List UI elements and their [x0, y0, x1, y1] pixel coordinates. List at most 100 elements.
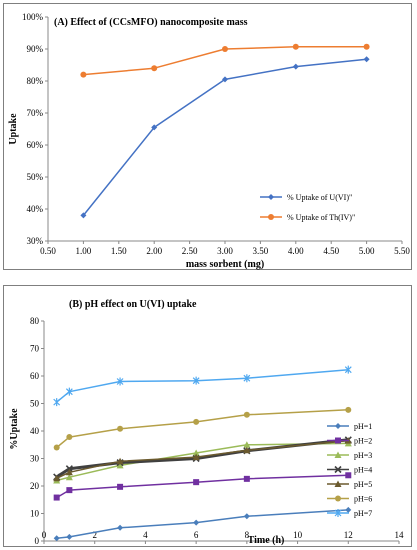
series-line: [56, 509, 349, 540]
y-tick-label: 0: [35, 536, 40, 546]
legend-label: % Uptake of U(VI)": [287, 193, 352, 202]
y-tick-label: 30: [30, 454, 40, 464]
data-point: [344, 365, 352, 374]
data-point: [117, 524, 124, 531]
data-point: [66, 487, 73, 494]
series-2: [80, 43, 370, 78]
x-tick-label: 2: [92, 530, 97, 540]
y-axis-label: Uptake: [8, 113, 19, 145]
y-tick-label: 50: [30, 399, 40, 409]
data-point: [65, 468, 73, 476]
data-point: [243, 441, 251, 448]
y-tick-label: 40: [30, 426, 40, 436]
legend-label: pH=7: [354, 509, 372, 518]
chart-title: (B) pH effect on U(VI) uptake: [69, 299, 197, 310]
data-point: [116, 461, 124, 469]
legend-label: pH=4: [354, 466, 372, 475]
data-point: [363, 43, 370, 50]
data-point: [193, 519, 200, 526]
y-tick-label: 70: [30, 344, 40, 354]
data-point: [192, 449, 200, 456]
series-2: [53, 472, 352, 501]
data-point: [363, 56, 370, 63]
y-tick-label: 30%: [27, 236, 44, 246]
data-point: [80, 212, 87, 219]
data-point: [243, 513, 250, 520]
x-tick-label: 0: [42, 530, 47, 540]
y-tick-label: 70%: [27, 108, 44, 118]
legend-marker: [335, 495, 341, 502]
y-tick-label: 100%: [22, 12, 44, 22]
x-tick-label: 4: [143, 530, 148, 540]
x-tick-label: 5.50: [394, 246, 410, 256]
data-point: [243, 374, 251, 383]
data-point: [222, 46, 228, 52]
y-tick-label: 10: [30, 509, 40, 519]
x-tick-label: 2.00: [146, 246, 162, 256]
legend-marker: [335, 423, 341, 429]
data-point: [80, 71, 87, 78]
series-6: [53, 406, 352, 451]
data-point: [116, 377, 124, 386]
x-tick-label: 1.00: [76, 246, 92, 256]
data-point: [117, 425, 124, 432]
x-tick-label: 8: [245, 530, 250, 540]
data-point: [66, 533, 73, 540]
legend-label: pH=6: [354, 495, 372, 504]
x-tick-label: 5.00: [359, 246, 375, 256]
y-tick-label: 20: [30, 481, 40, 491]
chart-title: (A) Effect of (CCsMFO) nanocomposite mas…: [54, 17, 248, 28]
data-point: [65, 473, 73, 481]
data-point: [243, 411, 250, 418]
data-point: [116, 457, 124, 465]
data-point: [53, 494, 60, 501]
y-tick-label: 50%: [27, 172, 44, 182]
series-line: [56, 474, 349, 499]
legend-marker: [334, 509, 342, 517]
x-tick-label: 14: [395, 530, 405, 540]
series-line: [56, 439, 349, 479]
chart-a-panel: 30% 40% 50% 60% 70% 80% 90% 100% 0.50 1.00 1.50 2.0…: [3, 3, 412, 270]
y-tick-label: 60: [30, 371, 40, 381]
y-tick-label: 40%: [27, 204, 44, 214]
data-point: [345, 472, 352, 479]
data-point: [53, 535, 60, 542]
data-point: [117, 483, 124, 490]
data-point: [192, 376, 200, 385]
data-point: [151, 124, 158, 131]
x-tick-label: 4.00: [288, 246, 304, 256]
data-point: [66, 434, 73, 441]
series-line: [56, 368, 349, 403]
legend-marker: [268, 214, 274, 220]
x-axis-label: mass sorbent (mg): [186, 259, 264, 270]
chart-b-panel: 0 10 20 30 40 50 60 70 80 0 2 4 6 8 10 12 14 (B) pH effec…: [3, 285, 412, 547]
y-tick-label: 90%: [27, 44, 44, 54]
legend-marker: [268, 194, 274, 200]
series-line: [82, 58, 367, 216]
data-point: [53, 444, 60, 451]
series-line: [56, 409, 349, 449]
data-point: [222, 76, 228, 83]
x-tick-label: 3.50: [253, 246, 269, 256]
series-7: [53, 365, 352, 407]
data-point: [53, 398, 61, 407]
data-point: [345, 506, 352, 513]
data-point: [292, 63, 299, 70]
data-point: [193, 479, 200, 486]
data-point: [192, 453, 200, 461]
data-point: [193, 418, 200, 425]
y-axis-label: %Uptake: [9, 408, 20, 450]
data-point: [65, 387, 73, 396]
legend-label: pH=3: [354, 451, 372, 460]
legend-marker: [334, 465, 342, 474]
x-tick-label: 12: [344, 530, 353, 540]
x-tick-label: 4.50: [323, 246, 339, 256]
x-tick-label: 6: [194, 530, 199, 540]
x-tick-label: 10: [293, 530, 303, 540]
x-tick-label: 2.50: [182, 246, 198, 256]
data-point: [345, 406, 352, 413]
y-tick-label: 80%: [27, 76, 44, 86]
legend-label: % Uptake of Th(IV)": [287, 213, 355, 222]
legend-marker: [334, 480, 342, 487]
data-point: [151, 65, 158, 72]
